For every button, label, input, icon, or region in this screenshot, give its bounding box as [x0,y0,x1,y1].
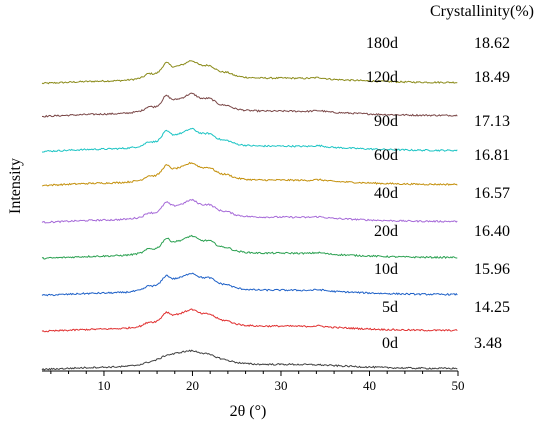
crystallinity-value-60d: 16.81 [474,147,510,164]
crystallinity-value-0d: 3.48 [474,335,502,352]
series-label-20d: 20d [374,223,398,240]
label-layer: 180d 18.62 120d 18.49 90d 17.13 60d 16.81 40d 16.… [366,35,510,352]
series-line-180d [41,60,458,85]
series-line-60d [41,161,458,187]
series-line-90d [41,127,458,153]
series-label-40d: 40d [374,185,398,202]
crystallinity-value-40d: 16.57 [474,185,510,202]
series-line-40d [41,198,458,224]
crystallinity-value-180d: 18.62 [474,35,510,52]
crystallinity-header: Crystallinity(%) [430,3,534,20]
series-line-0d [41,349,458,371]
series-line-120d [41,92,458,118]
y-axis-label: Intensity [7,158,24,214]
x-tick-label: 10 [97,378,110,393]
series-label-10d: 10d [374,261,398,278]
series-label-90d: 90d [374,113,398,130]
crystallinity-value-120d: 18.49 [474,69,510,86]
crystallinity-value-5d: 14.25 [474,299,510,316]
crystallinity-value-90d: 17.13 [474,113,510,130]
series-label-60d: 60d [374,147,398,164]
x-axis-label: 2θ (°) [230,403,267,420]
x-axis: 10 20 30 40 50 [42,370,465,393]
series-line-10d [41,272,458,297]
series-label-0d: 0d [382,335,398,352]
x-tick-label: 40 [363,378,376,393]
x-tick-label: 20 [186,378,199,393]
series-label-5d: 5d [382,299,398,316]
x-tick-label: 50 [452,378,465,393]
crystallinity-value-20d: 16.40 [474,223,510,240]
series-layer [41,60,458,371]
series-label-120d: 120d [366,69,398,86]
series-line-5d [41,308,458,333]
series-label-180d: 180d [366,35,398,52]
x-tick-label: 30 [274,378,287,393]
series-line-20d [41,234,458,260]
crystallinity-value-10d: 15.96 [474,261,510,278]
